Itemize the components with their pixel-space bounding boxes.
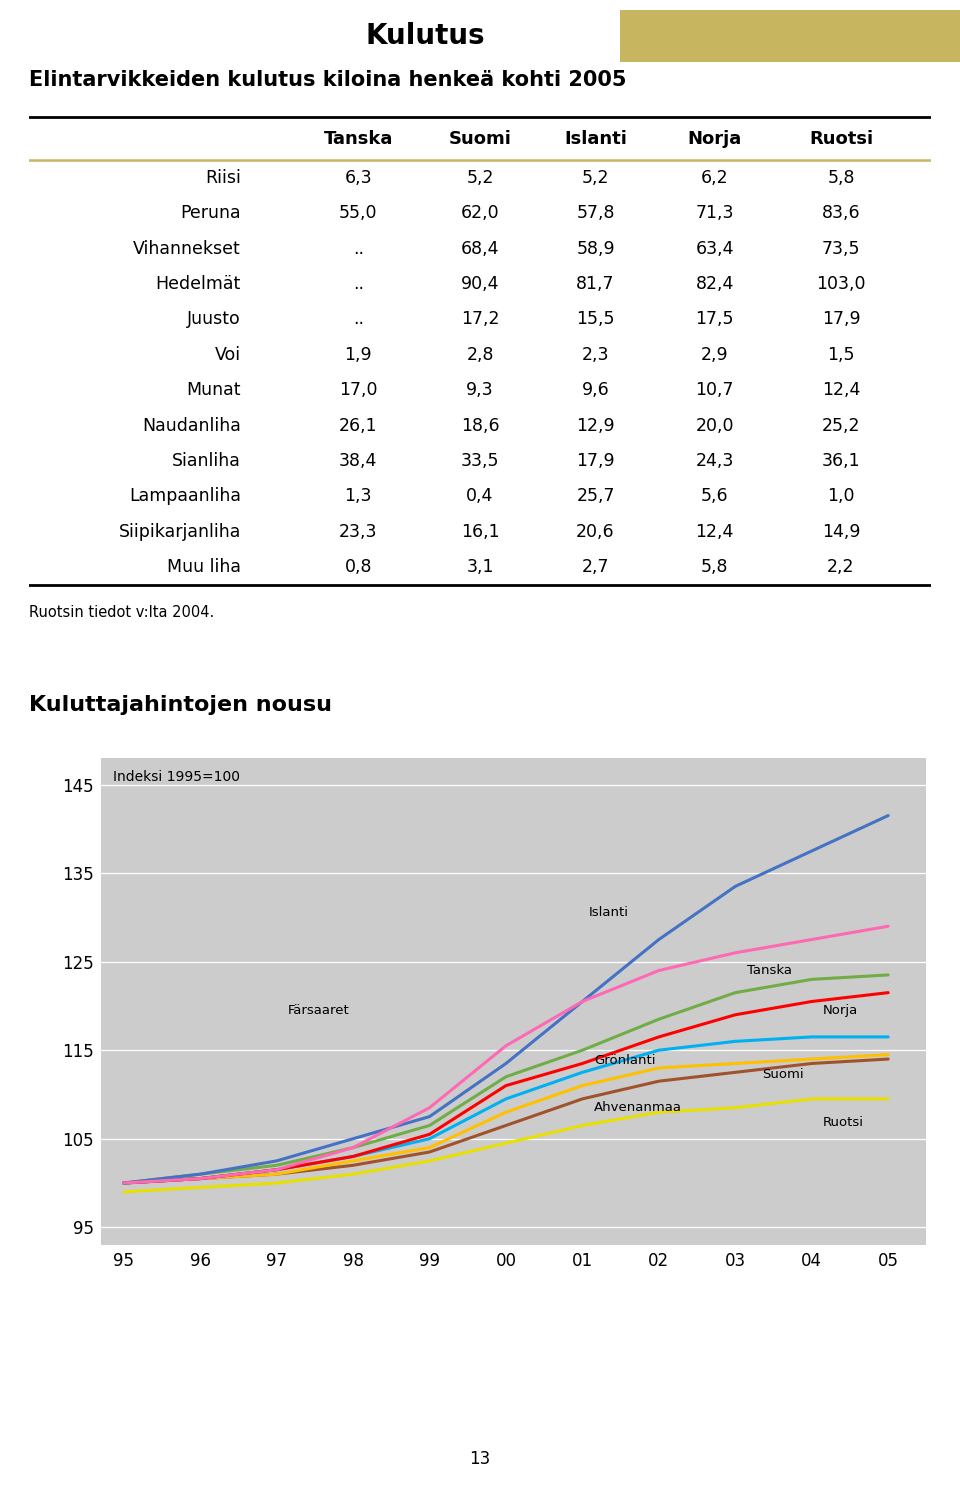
Text: 12,4: 12,4 bbox=[695, 523, 733, 541]
Text: Naudanliha: Naudanliha bbox=[142, 417, 241, 435]
Text: Muu liha: Muu liha bbox=[167, 558, 241, 576]
Text: Islanti: Islanti bbox=[588, 907, 628, 919]
Text: Hedelmät: Hedelmät bbox=[156, 275, 241, 293]
Text: 103,0: 103,0 bbox=[816, 275, 866, 293]
Text: 1,9: 1,9 bbox=[345, 345, 372, 363]
Text: Tanska: Tanska bbox=[324, 130, 393, 147]
Text: 6,3: 6,3 bbox=[345, 168, 372, 186]
Text: 90,4: 90,4 bbox=[461, 275, 499, 293]
Text: 2,9: 2,9 bbox=[701, 345, 729, 363]
Text: 2,3: 2,3 bbox=[582, 345, 610, 363]
Text: ..: .. bbox=[352, 275, 364, 293]
Text: Siipikarjanliha: Siipikarjanliha bbox=[118, 523, 241, 541]
Bar bbox=[620, 10, 960, 63]
Text: Suomi: Suomi bbox=[448, 130, 512, 147]
Text: 5,2: 5,2 bbox=[467, 168, 493, 186]
Text: 20,0: 20,0 bbox=[695, 417, 733, 435]
Text: 14,9: 14,9 bbox=[822, 523, 860, 541]
Text: Elintarvikkeiden kulutus kiloina henkeä kohti 2005: Elintarvikkeiden kulutus kiloina henkeä … bbox=[29, 70, 626, 89]
Text: 81,7: 81,7 bbox=[576, 275, 614, 293]
Text: Vihannekset: Vihannekset bbox=[133, 240, 241, 258]
Text: 55,0: 55,0 bbox=[339, 204, 377, 222]
Text: 63,4: 63,4 bbox=[695, 240, 733, 258]
Text: 18,6: 18,6 bbox=[461, 417, 499, 435]
Text: ..: .. bbox=[352, 240, 364, 258]
Text: 15,5: 15,5 bbox=[576, 310, 614, 329]
Text: 71,3: 71,3 bbox=[695, 204, 733, 222]
Text: Indeksi 1995=100: Indeksi 1995=100 bbox=[113, 770, 240, 785]
Text: 25,7: 25,7 bbox=[576, 487, 614, 505]
Text: 83,6: 83,6 bbox=[822, 204, 860, 222]
Text: 5,2: 5,2 bbox=[582, 168, 610, 186]
Text: Grönlanti: Grönlanti bbox=[594, 1054, 656, 1068]
Text: 1,3: 1,3 bbox=[345, 487, 372, 505]
Text: Suomi: Suomi bbox=[762, 1068, 804, 1081]
Text: 1,0: 1,0 bbox=[828, 487, 854, 505]
Text: 25,2: 25,2 bbox=[822, 417, 860, 435]
Text: Kuluttajahintojen nousu: Kuluttajahintojen nousu bbox=[29, 695, 332, 715]
Text: 12,9: 12,9 bbox=[576, 417, 614, 435]
Text: Sianliha: Sianliha bbox=[172, 453, 241, 471]
Text: 73,5: 73,5 bbox=[822, 240, 860, 258]
Text: 2,2: 2,2 bbox=[828, 558, 854, 576]
Text: 62,0: 62,0 bbox=[461, 204, 499, 222]
Text: Ruotsi: Ruotsi bbox=[823, 1117, 864, 1129]
Text: Ahvenanmaa: Ahvenanmaa bbox=[594, 1102, 682, 1114]
Text: 82,4: 82,4 bbox=[695, 275, 733, 293]
Text: 5,6: 5,6 bbox=[701, 487, 729, 505]
Text: Peruna: Peruna bbox=[180, 204, 241, 222]
Text: 1,5: 1,5 bbox=[828, 345, 854, 363]
Text: Munat: Munat bbox=[186, 381, 241, 399]
Text: 68,4: 68,4 bbox=[461, 240, 499, 258]
Text: 5,8: 5,8 bbox=[701, 558, 729, 576]
Text: 12,4: 12,4 bbox=[822, 381, 860, 399]
Text: Norja: Norja bbox=[687, 130, 742, 147]
Text: Juusto: Juusto bbox=[187, 310, 241, 329]
Text: 9,6: 9,6 bbox=[582, 381, 610, 399]
Text: Färsaaret: Färsaaret bbox=[288, 1004, 349, 1017]
Text: 26,1: 26,1 bbox=[339, 417, 377, 435]
Text: Ruotsin tiedot v:lta 2004.: Ruotsin tiedot v:lta 2004. bbox=[29, 605, 214, 619]
Text: Tanska: Tanska bbox=[747, 963, 792, 977]
Text: 2,7: 2,7 bbox=[582, 558, 610, 576]
Text: 17,2: 17,2 bbox=[461, 310, 499, 329]
Text: 38,4: 38,4 bbox=[339, 453, 377, 471]
Text: 9,3: 9,3 bbox=[467, 381, 493, 399]
Text: 13: 13 bbox=[469, 1450, 491, 1468]
Text: Norja: Norja bbox=[823, 1004, 858, 1017]
Text: 0,4: 0,4 bbox=[467, 487, 493, 505]
Text: 23,3: 23,3 bbox=[339, 523, 377, 541]
Text: 57,8: 57,8 bbox=[576, 204, 614, 222]
Text: 2,8: 2,8 bbox=[467, 345, 493, 363]
Text: 24,3: 24,3 bbox=[695, 453, 733, 471]
Text: ..: .. bbox=[352, 310, 364, 329]
Text: 20,6: 20,6 bbox=[576, 523, 614, 541]
Text: Kulutus: Kulutus bbox=[365, 22, 485, 51]
Text: 16,1: 16,1 bbox=[461, 523, 499, 541]
Text: 6,2: 6,2 bbox=[701, 168, 729, 186]
Text: Ruotsi: Ruotsi bbox=[809, 130, 873, 147]
Text: Riisi: Riisi bbox=[205, 168, 241, 186]
Text: 36,1: 36,1 bbox=[822, 453, 860, 471]
Text: 17,9: 17,9 bbox=[822, 310, 860, 329]
Text: Islanti: Islanti bbox=[564, 130, 627, 147]
Text: 17,9: 17,9 bbox=[576, 453, 614, 471]
Text: 5,8: 5,8 bbox=[828, 168, 854, 186]
Text: 17,0: 17,0 bbox=[339, 381, 377, 399]
Text: 0,8: 0,8 bbox=[345, 558, 372, 576]
Text: 10,7: 10,7 bbox=[695, 381, 733, 399]
Text: 33,5: 33,5 bbox=[461, 453, 499, 471]
Text: 58,9: 58,9 bbox=[576, 240, 614, 258]
Text: 17,5: 17,5 bbox=[695, 310, 733, 329]
Text: Voi: Voi bbox=[215, 345, 241, 363]
Text: 3,1: 3,1 bbox=[467, 558, 493, 576]
Text: Lampaanliha: Lampaanliha bbox=[129, 487, 241, 505]
